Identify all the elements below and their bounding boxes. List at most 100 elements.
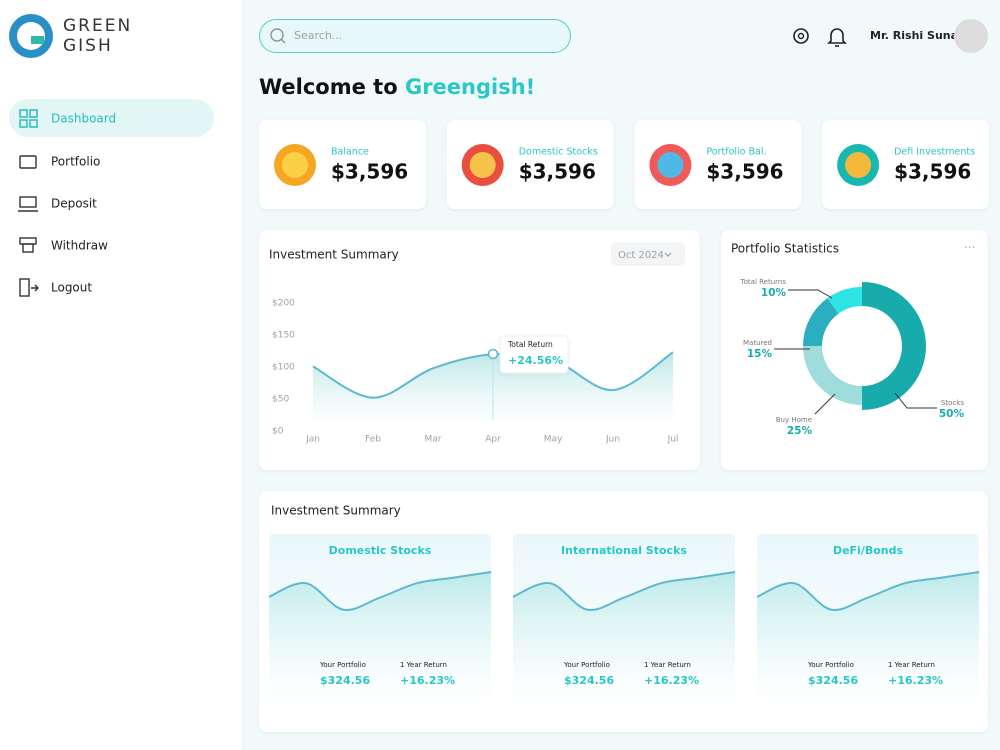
slice-name: Total Returns (740, 278, 787, 286)
nav-icon (19, 119, 28, 128)
date-filter-label[interactable]: Oct 2024 (618, 250, 664, 261)
panel-title: Portfolio Statistics (731, 242, 839, 256)
tooltip-value: +24.56% (508, 354, 563, 367)
investment-card[interactable]: DeFi/Bonds Your Portfolio $324.56 1 Year Re… (756, 534, 980, 712)
x-tick-label: Feb (365, 435, 381, 445)
y-tick-label: $0 (272, 427, 284, 437)
stat-label: 1 Year Return (888, 661, 935, 669)
sparkline-area (513, 572, 735, 712)
stat-value: +16.23% (888, 674, 943, 687)
nav-label[interactable]: Logout (51, 281, 92, 295)
investment-card[interactable]: Domestic Stocks Your Portfolio $324.56 1 Ye… (268, 534, 492, 712)
x-tick-label: Jan (305, 435, 320, 445)
investment-title: Domestic Stocks (329, 544, 432, 557)
nav-item[interactable]: Deposit (18, 196, 97, 212)
stat-card[interactable]: Balance $3,596 (259, 120, 426, 209)
nav-label[interactable]: Deposit (51, 197, 97, 211)
x-tick-label: Mar (425, 435, 442, 445)
card-value: $3,596 (519, 160, 596, 184)
sparkline (756, 571, 980, 611)
settings-button[interactable] (793, 28, 809, 44)
slice-label: 10% (761, 287, 787, 299)
user-name[interactable]: Mr. Rishi Sunak (870, 29, 966, 42)
slice-label: 15% (747, 348, 773, 360)
panel-title: Investment Summary (271, 504, 401, 518)
stat-label: 1 Year Return (400, 661, 447, 669)
stat-card[interactable]: Portfolio Bal. $3,596 (634, 120, 802, 209)
nav-label[interactable]: Dashboard (51, 112, 116, 126)
more-button[interactable]: ··· (964, 241, 975, 255)
y-tick-label: $100 (272, 363, 295, 373)
nav-icon (19, 278, 30, 297)
tooltip-label: Total Return (507, 340, 553, 349)
donut-slice (827, 287, 862, 314)
sparkline (268, 571, 492, 611)
logo: GREEN GISH (9, 14, 132, 58)
slice-name: Stocks (941, 399, 964, 407)
card-bg (822, 120, 990, 209)
card-icon (469, 152, 496, 178)
card-label: Portfolio Bal. (706, 147, 766, 158)
donut-slice (803, 346, 862, 405)
search-placeholder: Search... (294, 29, 342, 42)
card-bg (634, 120, 802, 209)
welcome-title: Welcome to Greengish! (259, 75, 535, 99)
investment-title: DeFi/Bonds (833, 544, 904, 557)
dropdown-icon (664, 252, 672, 257)
bell-icon (827, 28, 847, 44)
y-tick-label: $50 (272, 395, 289, 405)
logo-text: GISH (63, 36, 113, 56)
nav-label[interactable]: Withdraw (51, 239, 108, 253)
x-tick-label: Jul (667, 435, 679, 445)
leader-line (814, 393, 836, 415)
search-icon (270, 28, 284, 42)
sparkline-area (757, 572, 979, 712)
card-label: Domestic Stocks (519, 147, 598, 158)
logo-mark (31, 36, 44, 44)
nav-item[interactable]: Dashboard (19, 109, 116, 128)
date-filter[interactable] (611, 242, 685, 266)
search-box[interactable] (259, 19, 571, 53)
search-icon (281, 39, 286, 44)
investment-card[interactable]: International Stocks Your Portfolio $324.5… (512, 534, 736, 712)
tooltip-point (487, 348, 499, 360)
logo-text: GREEN (63, 16, 132, 36)
x-tick-label: Jun (605, 435, 620, 445)
welcome-text: Welcome to (259, 75, 398, 99)
nav-icon (29, 119, 38, 128)
card-icon (657, 152, 684, 178)
stat-value: +16.23% (400, 674, 455, 687)
nav-icon (19, 155, 37, 169)
nav-item[interactable]: Portfolio (19, 155, 100, 169)
avatar[interactable] (954, 19, 988, 53)
nav-icon (19, 196, 37, 208)
slice-name: Buy Home (776, 416, 812, 424)
nav-item[interactable]: Logout (19, 278, 92, 297)
leader-line (788, 289, 833, 299)
card-value: $3,596 (894, 160, 971, 184)
card-value: $3,596 (706, 160, 783, 184)
notifications-button[interactable] (827, 28, 847, 47)
leader-line (894, 392, 937, 409)
donut-labels: Total Returns 10% Matured 15% Buy Home 2… (740, 278, 965, 437)
stat-label: Your Portfolio (563, 661, 610, 669)
x-tick-label: Apr (485, 435, 501, 445)
nav-active-bg (9, 99, 214, 137)
nav-icon (22, 243, 34, 253)
stat-card[interactable]: Domestic Stocks $3,596 (446, 120, 614, 209)
slice-label: 50% (939, 408, 965, 420)
nav-label[interactable]: Portfolio (51, 155, 100, 169)
settings-icon (793, 28, 809, 44)
investment-cards: Domestic Stocks Your Portfolio $324.56 1 Ye… (268, 534, 980, 712)
card-label: Defi Investments (894, 147, 975, 158)
y-tick-label: $150 (272, 331, 295, 341)
stat-card[interactable]: Defi Investments $3,596 (822, 120, 990, 209)
panel (721, 230, 988, 470)
nav-item[interactable]: Withdraw (19, 237, 108, 253)
y-tick-label: $200 (272, 299, 295, 309)
card-bg (446, 120, 614, 209)
stat-value: $324.56 (320, 674, 370, 687)
stat-label: Your Portfolio (319, 661, 366, 669)
